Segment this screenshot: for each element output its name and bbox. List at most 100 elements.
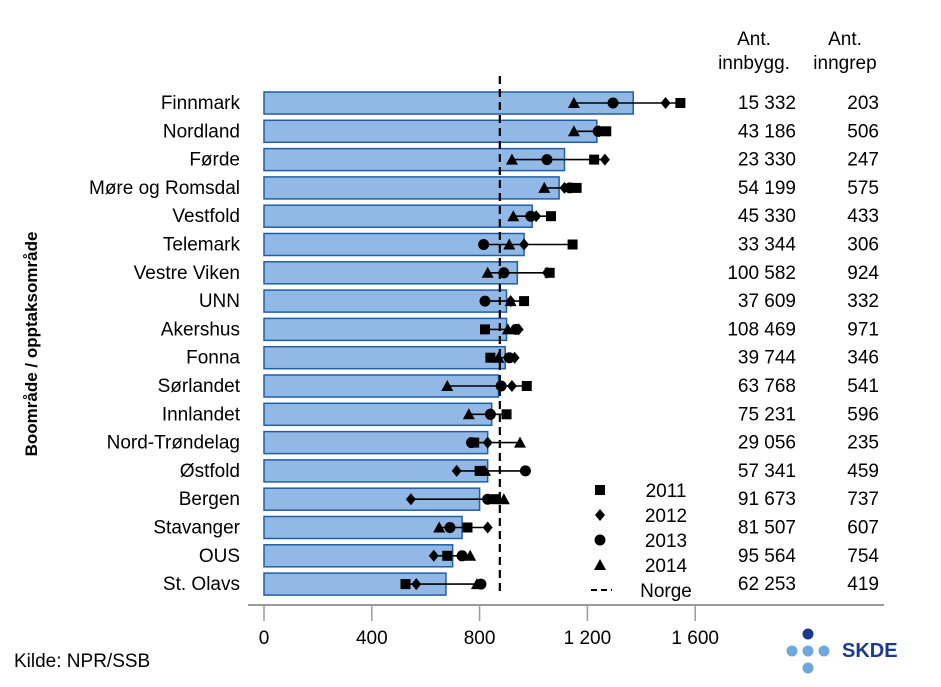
marker-2013-10 xyxy=(503,352,515,364)
marker-2013-6 xyxy=(478,239,490,250)
bar-9 xyxy=(263,317,508,342)
population-value: 100 582 xyxy=(727,263,796,284)
marker-2012-15 xyxy=(405,493,416,506)
category-label: OUS xyxy=(199,546,240,567)
population-value: 43 186 xyxy=(738,121,796,142)
marker-2014-5 xyxy=(507,210,520,222)
logo-dot xyxy=(802,662,814,674)
bar-16 xyxy=(263,515,463,540)
marker-2011-16 xyxy=(462,522,473,533)
population-value: 81 507 xyxy=(738,518,796,539)
procedure-count: 754 xyxy=(847,546,879,567)
population-value: 29 056 xyxy=(738,433,796,454)
marker-2014-2 xyxy=(567,125,580,137)
procedure-count: 737 xyxy=(847,489,879,510)
population-value: 95 564 xyxy=(738,546,797,567)
marker-2011-14 xyxy=(474,465,485,476)
procedure-count: 433 xyxy=(847,206,879,227)
category-label: Nord-Trøndelag xyxy=(107,433,240,454)
legend-label: 2011 xyxy=(646,481,687,502)
category-label: Vestre Viken xyxy=(134,263,240,284)
procedure-count: 332 xyxy=(847,291,879,312)
marker-2011-4 xyxy=(571,182,582,193)
marker-2011-3 xyxy=(589,154,600,165)
marker-2014-7 xyxy=(481,266,494,278)
procedure-count: 419 xyxy=(847,574,879,595)
marker-2014-6 xyxy=(503,238,516,250)
marker-2011-2 xyxy=(601,126,612,137)
marker-2012-1 xyxy=(660,97,671,109)
marker-2014-14 xyxy=(478,464,491,476)
legend-label: 2014 xyxy=(645,556,688,577)
procedures-header: inngrep xyxy=(813,53,876,74)
category-label: Fonna xyxy=(186,348,240,369)
marker-2013-11 xyxy=(495,380,507,392)
x-tick-label: 1 200 xyxy=(564,628,612,649)
population-value: 91 673 xyxy=(738,489,796,510)
marker-2011-8 xyxy=(519,296,530,307)
procedure-count: 575 xyxy=(847,178,879,199)
category-label: Stavanger xyxy=(153,518,240,539)
bar-2 xyxy=(263,119,598,144)
marker-2011-5 xyxy=(546,211,557,222)
marker-2014-4 xyxy=(538,181,551,193)
marker-2013-17 xyxy=(456,550,468,562)
marker-2012-14 xyxy=(451,464,462,477)
bar-13 xyxy=(263,430,489,455)
marker-2013-12 xyxy=(484,408,496,420)
population-header: innbygg. xyxy=(718,53,790,74)
marker-2013-8 xyxy=(479,295,491,307)
marker-2013-3 xyxy=(541,154,553,166)
marker-2013-5 xyxy=(525,210,537,222)
logo-dot xyxy=(802,628,814,640)
marker-2012-17 xyxy=(428,549,439,562)
category-label: Østfold xyxy=(180,461,240,482)
marker-2012-16 xyxy=(482,521,493,534)
marker-2014-12 xyxy=(462,408,475,420)
marker-2014-1 xyxy=(567,97,580,108)
category-label: Førde xyxy=(189,150,240,171)
category-label: UNN xyxy=(199,291,240,312)
marker-2013-16 xyxy=(444,522,456,533)
procedure-count: 506 xyxy=(847,121,879,142)
category-label: Akershus xyxy=(161,319,240,340)
marker-2012-11 xyxy=(506,380,517,392)
marker-2012-6 xyxy=(519,238,530,251)
marker-2011-15 xyxy=(490,494,501,505)
marker-2014-3 xyxy=(505,153,518,165)
category-labels: Finnmark Nordland Førde Møre og Romsdal Vest… xyxy=(89,93,241,595)
marker-2013-15 xyxy=(482,493,494,505)
legend-label: Norge xyxy=(640,581,692,602)
category-label: Nordland xyxy=(163,121,240,142)
procedure-count: 459 xyxy=(847,461,879,482)
marker-2013-2 xyxy=(592,125,604,137)
markers-layer xyxy=(400,97,686,591)
population-value: 62 253 xyxy=(738,574,796,595)
procedures-header: Ant. xyxy=(828,29,862,50)
value-columns: 15 332 203 43 186 506 23 330 247 54 199 575 45 3… xyxy=(718,29,879,595)
ranges-layer xyxy=(405,102,681,585)
marker-2014-13 xyxy=(514,436,527,448)
marker-2014-16 xyxy=(433,521,446,533)
procedure-count: 235 xyxy=(847,433,879,454)
procedure-count: 306 xyxy=(847,235,879,256)
procedure-count: 971 xyxy=(847,319,879,340)
marker-2014-15 xyxy=(497,493,510,505)
population-value: 33 344 xyxy=(738,235,797,256)
category-label: Møre og Romsdal xyxy=(89,178,240,199)
marker-2014-18 xyxy=(470,578,483,590)
legend-marker-2012 xyxy=(595,509,605,521)
x-tick-label: 800 xyxy=(464,628,496,649)
legend-marker-2014 xyxy=(594,559,606,570)
marker-2012-13 xyxy=(482,436,493,449)
category-label: Bergen xyxy=(179,489,240,510)
marker-2011-10 xyxy=(485,352,496,363)
marker-2013-14 xyxy=(519,465,531,477)
logo-dot xyxy=(802,645,814,657)
population-value: 108 469 xyxy=(727,319,796,340)
logo-dot xyxy=(818,645,830,657)
population-header: Ant. xyxy=(737,29,771,50)
population-value: 37 609 xyxy=(738,291,796,312)
bar-7 xyxy=(263,261,519,285)
